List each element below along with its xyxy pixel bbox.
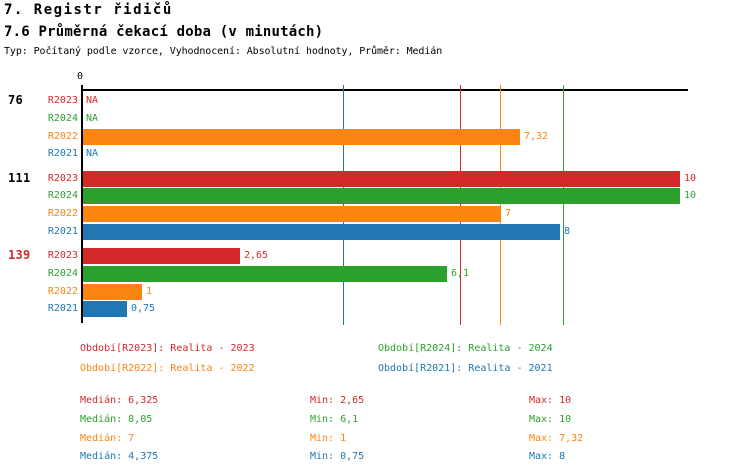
bar-111-R2024 <box>83 188 680 204</box>
series-row-label: R2023 <box>47 173 78 184</box>
chart-legend: Období[R2023]: Realita - 2023 Období[R20… <box>80 342 553 375</box>
series-row-label: R2021 <box>47 303 78 314</box>
bar-value-label: 0,75 <box>131 303 156 314</box>
series-row-label: R2021 <box>47 226 78 237</box>
series-row-label: R2022 <box>47 286 78 297</box>
median-line-R2021 <box>343 85 344 325</box>
bar-139-R2023 <box>83 248 240 264</box>
stat-max: Max: 10 <box>529 395 572 406</box>
series-row-label: R2022 <box>47 131 78 142</box>
bar-111-R2022 <box>83 206 501 222</box>
chart-title: 7.6 Průměrná čekací doba (v minutách) <box>4 24 324 40</box>
bar-value-label: 1 <box>146 286 153 297</box>
series-row-label: R2023 <box>47 250 78 261</box>
stat-max: Max: 8 <box>529 451 566 463</box>
series-row-label: R2024 <box>47 190 78 201</box>
group-label: 139 <box>8 248 31 262</box>
bar-value-label: 7,32 <box>524 131 549 142</box>
bar-na-label: NA <box>86 95 99 106</box>
series-row-label: R2022 <box>47 208 78 219</box>
bar-value-label: 2,65 <box>244 250 269 261</box>
bar-value-label: 7 <box>505 208 512 219</box>
bar-na-label: NA <box>86 148 99 159</box>
y-axis-line <box>81 85 83 323</box>
legend-item-R2022: Období[R2022]: Realita - 2022 <box>80 363 255 374</box>
series-row-label: R2021 <box>47 148 78 159</box>
stat-median: Medián: 8,05 <box>80 413 153 425</box>
bar-na-label: NA <box>86 113 99 124</box>
stat-median: Medián: 4,375 <box>80 451 159 463</box>
stat-min: Min: 2,65 <box>310 395 365 406</box>
group-label: 111 <box>8 171 31 185</box>
x-axis-zero-label: 0 <box>76 71 84 82</box>
bar-value-label: 10 <box>684 190 697 201</box>
bar-111-R2023 <box>83 171 680 187</box>
series-row-label: R2023 <box>47 95 78 106</box>
bar-111-R2021 <box>83 224 560 240</box>
stat-max: Max: 10 <box>529 413 572 425</box>
stat-min: Min: 1 <box>310 432 347 444</box>
stat-row-R2021: Medián: 4,375 Min: 0,75 Max: 8 <box>80 450 720 463</box>
stat-median: Medián: 7 <box>80 432 135 444</box>
report-title: 7. Registr řidičů <box>4 2 173 18</box>
series-row-label: R2024 <box>47 113 78 124</box>
legend-item-R2023: Období[R2023]: Realita - 2023 <box>80 343 255 354</box>
series-row-label: R2024 <box>47 268 78 279</box>
bar-139-R2022 <box>83 284 142 300</box>
chart-meta-line: Typ: Počítaný podle vzorce, Vyhodnocení:… <box>4 46 443 57</box>
median-line-R2024 <box>563 85 564 325</box>
stat-min: Min: 0,75 <box>310 451 365 463</box>
bar-value-label: 8 <box>564 226 571 237</box>
bar-139-R2021 <box>83 301 127 317</box>
stat-row-R2022: Medián: 7 Min: 1 Max: 7,32 <box>80 432 720 445</box>
median-line-R2022 <box>500 85 501 325</box>
stat-row-R2023: Medián: 6,325 Min: 2,65 Max: 10 <box>80 394 720 407</box>
legend-item-R2024: Období[R2024]: Realita - 2024 <box>378 343 553 354</box>
stat-max: Max: 7,32 <box>529 432 584 444</box>
bar-139-R2024 <box>83 266 447 282</box>
median-line-R2023 <box>460 85 461 325</box>
bar-value-label: 6,1 <box>451 268 470 279</box>
x-axis-line <box>81 89 688 91</box>
group-label: 76 <box>8 93 24 107</box>
legend-item-R2021: Období[R2021]: Realita - 2021 <box>378 363 553 374</box>
stat-row-R2024: Medián: 8,05 Min: 6,1 Max: 10 <box>80 413 720 426</box>
bar-value-label: 10 <box>684 173 697 184</box>
stat-min: Min: 6,1 <box>310 413 359 425</box>
bar-76-R2022 <box>83 129 520 145</box>
stat-median: Medián: 6,325 <box>80 395 159 406</box>
